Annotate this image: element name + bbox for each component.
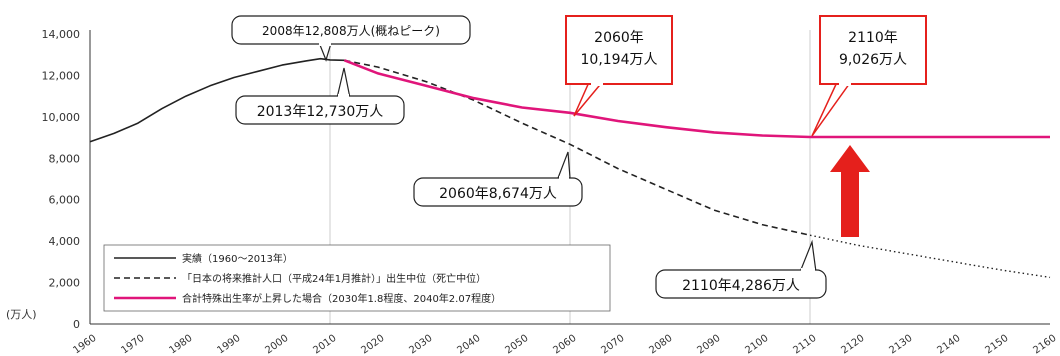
x-tick-label: 1960 <box>71 333 98 356</box>
y-tick-label: 10,000 <box>42 111 81 124</box>
callout-2008-peak: 2008年12,808万人(概ねピーク) <box>231 15 471 62</box>
x-tick-label: 2060 <box>551 333 578 356</box>
series-line-projection <box>344 59 811 236</box>
x-tick-label: 2070 <box>599 333 626 356</box>
x-tick-label: 2090 <box>695 333 722 356</box>
series-line-projection-extended <box>809 234 1051 279</box>
y-tick-label: 8,000 <box>49 152 81 165</box>
callout-2060-projection: 2060年8,674万人 <box>413 151 583 207</box>
x-tick-label: 1970 <box>119 333 146 356</box>
callout-pointer <box>799 239 817 273</box>
callout-2110-projection: 2110年4,286万人 <box>655 239 827 299</box>
callout-box <box>231 15 471 45</box>
legend: 実績（1960～2013年） 「日本の将来推計人口（平成24年1月推計）」出生中… <box>103 244 611 312</box>
x-tick-labels: 1960 1970 1980 1990 2000 2010 2020 2030 … <box>71 333 1058 356</box>
callout-box <box>819 15 927 85</box>
callout-2060-birthrate: 2060年 10,194万人 <box>565 15 673 117</box>
callout-text: 2110年4,286万人 <box>682 278 800 294</box>
y-tick-label: 12,000 <box>42 69 81 82</box>
callout-text: 2060年8,674万人 <box>439 186 557 202</box>
callout-pointer <box>557 151 571 179</box>
y-tick-labels: 0 2,000 4,000 6,000 8,000 10,000 12,000 … <box>42 28 81 331</box>
legend-label-projection: 「日本の将来推計人口（平成24年1月推計）」出生中位（死亡中位） <box>182 272 486 285</box>
y-tick-label: 14,000 <box>42 28 81 41</box>
callout-text-value: 10,194万人 <box>581 52 658 68</box>
x-tick-label: 2120 <box>839 333 866 356</box>
legend-label-birthrate: 合計特殊出生率が上昇した場合（2030年1.8程度、2040年2.07程度） <box>182 292 501 305</box>
callout-box <box>413 177 583 207</box>
up-arrow-icon <box>830 145 870 237</box>
y-tick-label: 6,000 <box>49 194 81 207</box>
y-axis-unit-label: (万人) <box>6 308 37 321</box>
x-tick-label: 2030 <box>407 333 434 356</box>
y-tick-label: 4,000 <box>49 235 81 248</box>
callout-box <box>565 15 673 85</box>
x-tick-label: 2050 <box>503 333 530 356</box>
x-tick-label: 2010 <box>311 333 338 356</box>
x-tick-label: 2020 <box>359 333 386 356</box>
x-tick-label: 2000 <box>263 333 290 356</box>
y-tick-label: 2,000 <box>49 277 81 290</box>
callout-2110-birthrate: 2110年 9,026万人 <box>811 15 927 137</box>
series-line-birthrate-rise <box>343 59 1050 139</box>
callout-pointer <box>811 79 854 137</box>
callout-text-year: 2060年 <box>594 30 644 46</box>
callout-text-value: 9,026万人 <box>839 52 907 68</box>
legend-box <box>103 244 611 312</box>
x-tick-label: 2100 <box>743 333 770 356</box>
callout-pointer <box>336 67 351 99</box>
x-tick-label: 2140 <box>935 333 962 356</box>
legend-label-actual: 実績（1960～2013年） <box>182 252 293 265</box>
callout-text: 2013年12,730万人 <box>257 104 384 120</box>
callout-text-year: 2110年 <box>848 30 898 46</box>
x-tick-label: 1990 <box>215 333 242 356</box>
x-tick-label: 2130 <box>887 333 914 356</box>
x-tick-label: 2110 <box>791 333 818 356</box>
callout-2013: 2013年12,730万人 <box>235 67 405 125</box>
x-tick-label: 2160 <box>1031 333 1058 356</box>
y-tick-label: 0 <box>73 318 80 331</box>
callout-box <box>655 269 827 299</box>
x-tick-label: 1980 <box>167 333 194 356</box>
callout-box <box>235 95 405 125</box>
x-tick-label: 2150 <box>983 333 1010 356</box>
series-line-actual <box>89 57 345 143</box>
x-tick-label: 2040 <box>455 333 482 356</box>
x-tick-label: 2080 <box>647 333 674 356</box>
callout-text: 2008年12,808万人(概ねピーク) <box>262 24 440 38</box>
